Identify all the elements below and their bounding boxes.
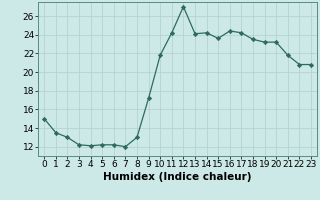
- X-axis label: Humidex (Indice chaleur): Humidex (Indice chaleur): [103, 172, 252, 182]
